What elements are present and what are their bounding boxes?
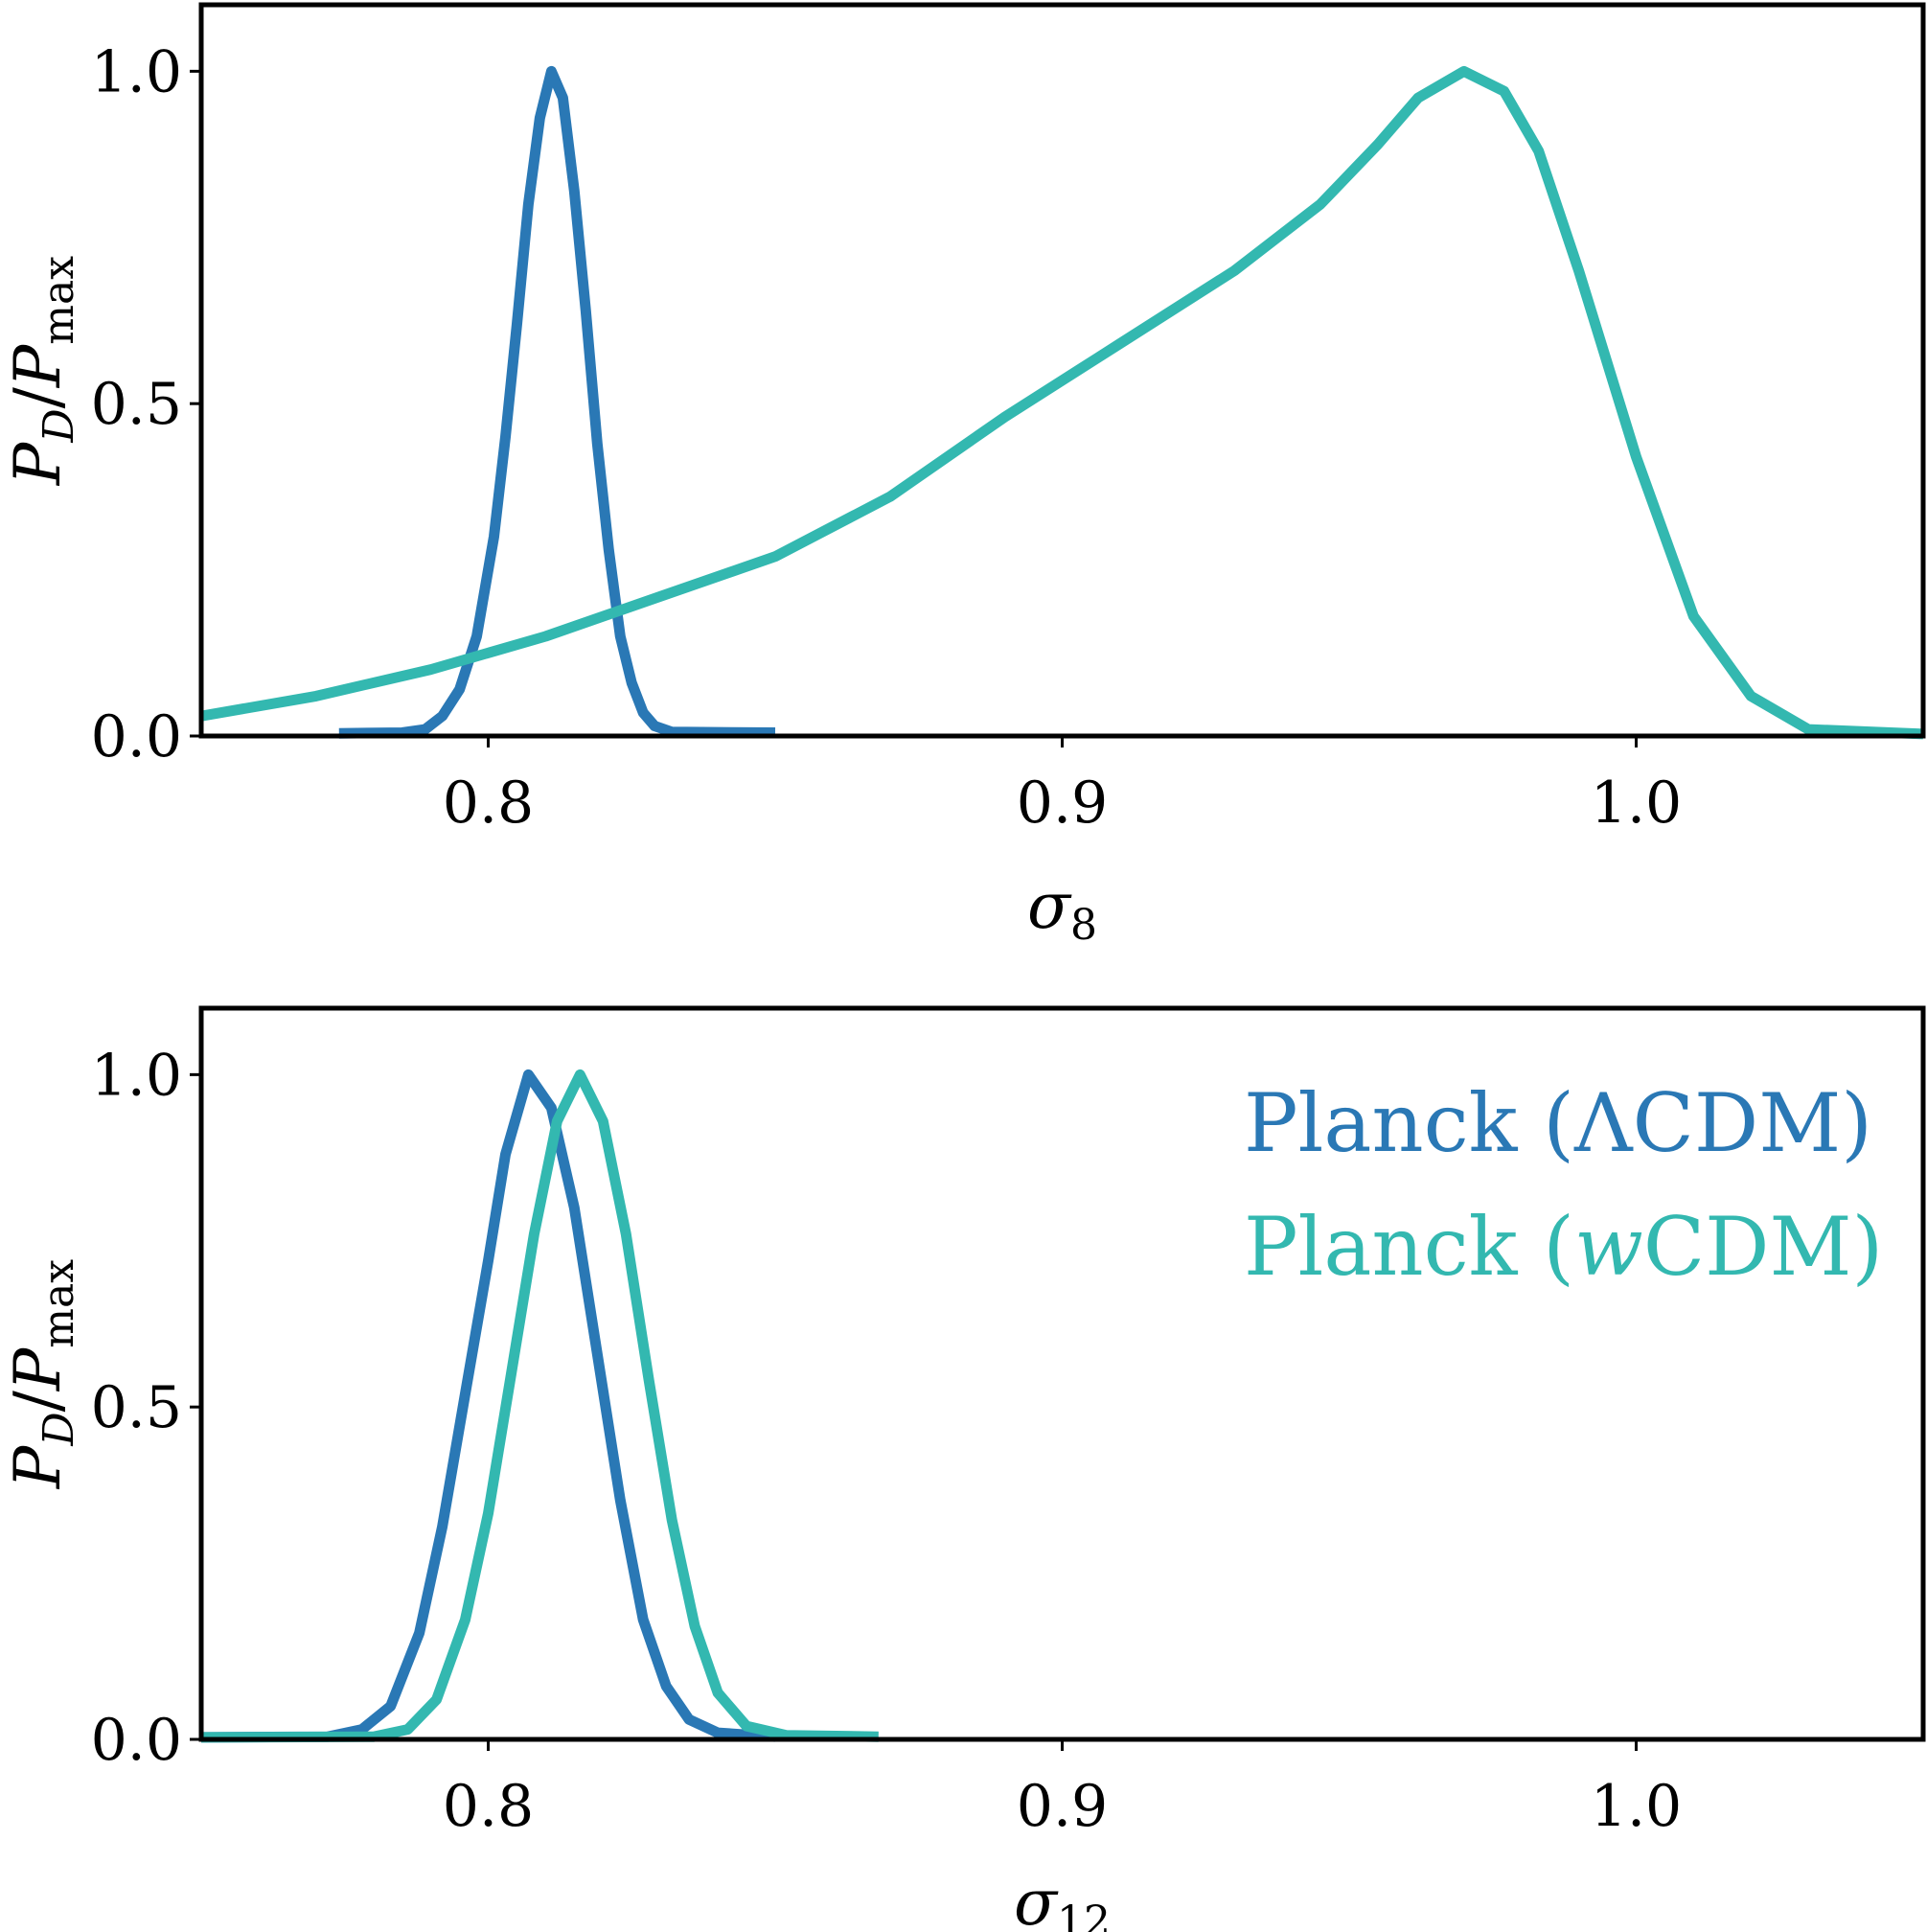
x-tick-label: 0.8 [443,770,534,837]
x-axis-label-subscript: 8 [1070,901,1097,950]
y-label-sub-d: D [34,1412,83,1446]
legend-text-symbol: w [1574,1200,1643,1294]
y-label-p-max: P [1,1346,75,1392]
y-tick-label: 0.5 [91,1374,182,1441]
y-label-sub-max: max [34,1259,83,1348]
y-label-slash: / [1,1390,75,1412]
legend-entry-0: Planck (ΛCDM) [1244,1076,1872,1170]
series-line-0 [200,1069,776,1743]
y-label-p-max: P [1,343,75,388]
y-tick-label: 1.0 [91,1042,182,1109]
legend-text-suffix: CDM) [1633,1076,1872,1170]
y-axis-label: PD/Pmax [1,1259,83,1489]
y-tick-label: 0.0 [91,1707,182,1774]
x-tick-label: 0.9 [1017,1773,1108,1840]
legend-text-suffix: CDM) [1643,1200,1883,1294]
legend-text-prefix: Planck ( [1244,1200,1574,1294]
x-tick-label: 1.0 [1591,1773,1682,1840]
legend-text-prefix: Planck ( [1244,1076,1574,1170]
legend-entry-1: Planck (wCDM) [1244,1200,1883,1294]
x-axis-label-symbol: σ [1014,1866,1059,1932]
legend-text-symbol: Λ [1573,1076,1634,1170]
series-line-0 [338,65,776,739]
y-tick-label: 1.0 [91,38,182,105]
series-line-1 [200,65,1924,740]
series-line-1 [200,1069,879,1743]
x-axis-label: σ12 [1014,1866,1111,1932]
y-label-p: P [1,441,75,486]
y-label-sub-max: max [34,256,83,345]
y-axis-label: PD/Pmax [1,256,83,486]
x-tick-label: 1.0 [1591,770,1682,837]
y-label-slash: / [1,386,75,408]
y-label-sub-d: D [34,408,83,443]
y-label-p: P [1,1444,75,1489]
x-axis-label: σ8 [1027,869,1097,950]
x-tick-label: 0.8 [443,1773,534,1840]
x-tick-label: 0.9 [1017,770,1108,837]
legend: Planck (ΛCDM)Planck (wCDM) [1244,1076,1883,1294]
y-tick-label: 0.5 [91,371,182,438]
x-axis-label-symbol: σ [1027,869,1072,943]
x-axis-label-subscript: 12 [1057,1898,1111,1932]
y-tick-label: 0.0 [91,703,182,770]
axes-frame [198,2,1926,739]
